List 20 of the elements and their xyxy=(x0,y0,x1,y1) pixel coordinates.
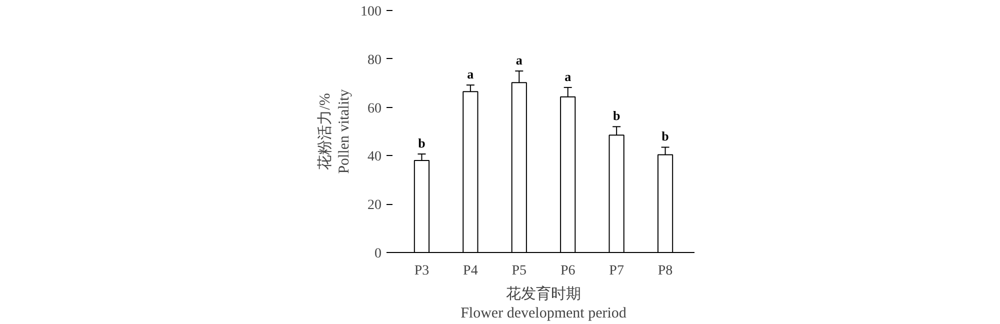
x-tick-label: P7 xyxy=(609,264,624,278)
annotation: a xyxy=(467,66,474,82)
x-axis-title: 花发育时期 Flower development period xyxy=(460,286,627,322)
y-tick-label: 40 xyxy=(368,150,382,165)
y-tick-label: 0 xyxy=(374,246,382,262)
y-tick-label: 80 xyxy=(368,52,382,68)
annotation: b xyxy=(662,128,669,144)
y-tick-label: 60 xyxy=(368,101,382,116)
x-tick-label: P8 xyxy=(658,264,673,278)
x-tick-label: P4 xyxy=(463,264,478,278)
x-tick-label: P5 xyxy=(512,264,527,278)
y-axis-title: 花粉活力/% Pollen vitality xyxy=(316,88,352,174)
x-tick-label: P6 xyxy=(560,264,576,278)
y-tick-label: 20 xyxy=(368,198,382,214)
annotation: b xyxy=(612,108,620,124)
annotation: a xyxy=(516,52,523,68)
y-tick-label: 100 xyxy=(360,4,382,20)
annotation: b xyxy=(418,135,426,150)
annotation: a xyxy=(564,68,572,84)
x-tick-label: P3 xyxy=(414,264,430,278)
